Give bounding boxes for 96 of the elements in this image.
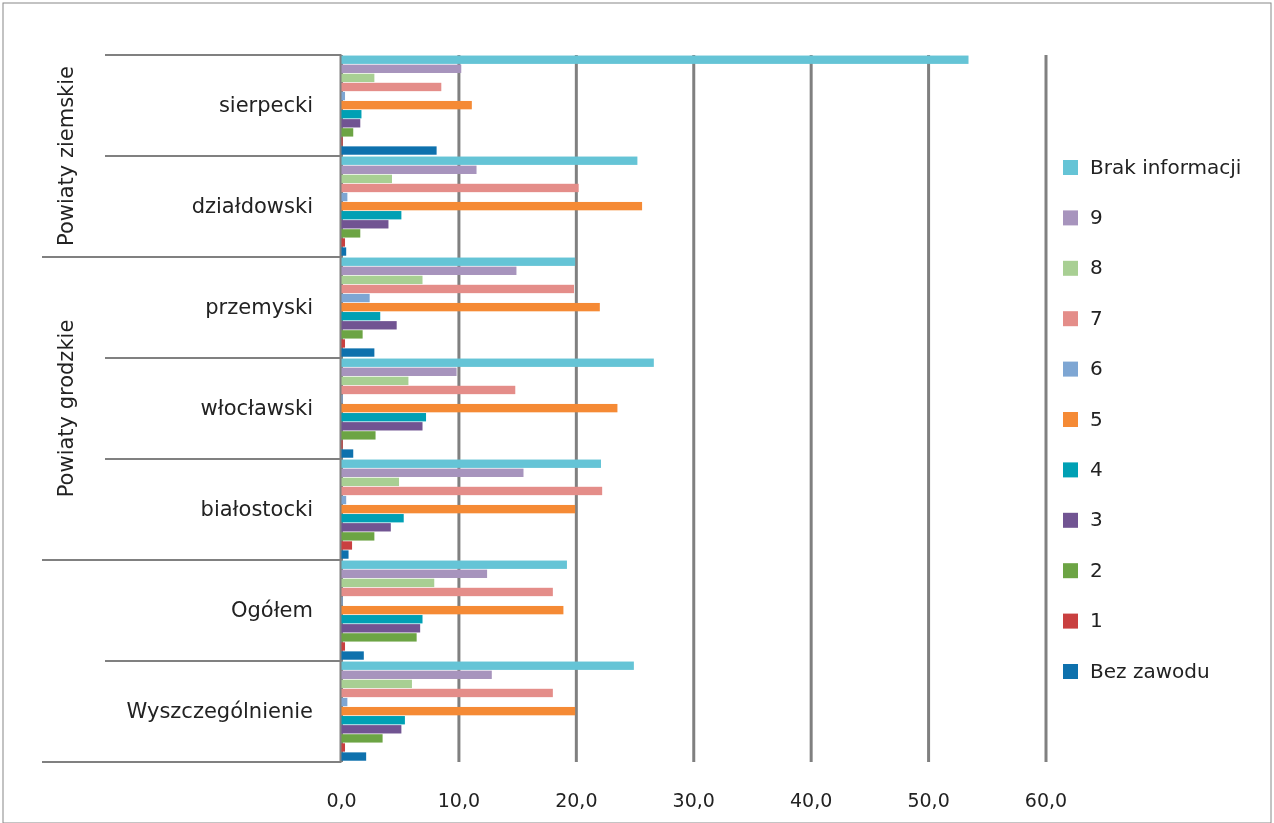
bar [341, 449, 354, 458]
bar [341, 403, 618, 413]
legend-label: 5 [1090, 406, 1103, 431]
bar [341, 615, 423, 624]
bar [341, 385, 516, 395]
bar [341, 431, 376, 440]
legend-label: 7 [1090, 305, 1103, 330]
bar [341, 247, 347, 256]
bar [341, 532, 375, 541]
y-tick-label: włocławski [200, 395, 313, 420]
x-tick-label: 50,0 [907, 788, 950, 811]
y-tick-label: Wyszczególnienie [126, 698, 313, 723]
bar [341, 706, 576, 716]
bar [341, 220, 389, 229]
bar [341, 541, 353, 550]
legend-label: Brak informacji [1090, 154, 1242, 179]
bar [341, 661, 634, 670]
bar [341, 734, 383, 743]
y-tick-label: przemyski [205, 294, 313, 319]
bar [341, 367, 457, 376]
bar [341, 688, 553, 698]
x-tick-label: 10,0 [437, 788, 481, 811]
bar [341, 413, 427, 422]
bar [341, 312, 381, 321]
bar [341, 725, 402, 734]
bar [341, 486, 603, 496]
bar [341, 201, 643, 211]
bar [341, 73, 375, 83]
bar [341, 100, 472, 110]
bar [341, 128, 354, 137]
bar [341, 587, 553, 597]
x-tick-label: 30,0 [672, 788, 715, 811]
bar [341, 156, 638, 165]
bar [341, 624, 421, 633]
text: Powiaty ziemskie [54, 65, 78, 247]
bar [341, 110, 362, 119]
bar [341, 550, 349, 559]
bar [341, 477, 400, 487]
bar [341, 229, 361, 238]
bar [341, 523, 391, 532]
bar [341, 339, 346, 348]
bar [341, 578, 435, 588]
bar [341, 284, 574, 294]
bar [341, 752, 367, 761]
y-tick-label: działdowski [191, 193, 313, 218]
x-tick-label: 60,0 [1024, 788, 1068, 811]
bar [341, 468, 524, 477]
legend-label: Bez zawodu [1090, 658, 1210, 683]
bar [341, 376, 409, 386]
bar [341, 275, 423, 285]
y-tick-label: Ogółem [230, 597, 313, 622]
bar [341, 183, 579, 193]
y-tick-label: białostocki [200, 496, 313, 521]
bar [341, 716, 405, 725]
legend-label: 9 [1090, 204, 1103, 229]
bar [341, 211, 402, 220]
bar [341, 348, 375, 357]
bar [341, 514, 404, 523]
bar [341, 358, 654, 367]
bar [341, 330, 363, 339]
bar [341, 293, 370, 303]
bar [341, 642, 346, 651]
bar [341, 266, 517, 275]
bar [341, 64, 462, 73]
legend-label: 4 [1090, 456, 1103, 481]
bar [341, 504, 576, 514]
bar [341, 257, 576, 266]
x-tick-label: 0,0 [326, 788, 357, 811]
bar [341, 605, 564, 615]
bar [341, 651, 364, 660]
x-tick-label: 20,0 [555, 788, 598, 811]
bar [341, 679, 412, 689]
legend-label: 1 [1090, 608, 1103, 633]
bar [341, 119, 361, 128]
text: Powiaty grodzkie [54, 319, 78, 498]
bar [341, 459, 601, 468]
bar [341, 321, 397, 330]
legend-label: 2 [1090, 557, 1103, 582]
bar [341, 560, 567, 569]
bar [341, 422, 423, 431]
bar [341, 670, 492, 679]
legend-label: 6 [1090, 356, 1103, 381]
legend-label: 8 [1090, 255, 1103, 280]
bar [341, 174, 392, 184]
bar [341, 146, 437, 155]
y-tick-label: sierpecki [218, 92, 313, 117]
bar [341, 302, 600, 312]
bar [341, 633, 417, 642]
bar [341, 165, 477, 174]
bar [341, 55, 969, 64]
x-tick-label: 40,0 [790, 788, 833, 811]
bar [341, 82, 442, 92]
bar [341, 569, 488, 578]
bar [341, 743, 346, 752]
bar [341, 238, 346, 247]
legend-label: 3 [1090, 507, 1103, 532]
